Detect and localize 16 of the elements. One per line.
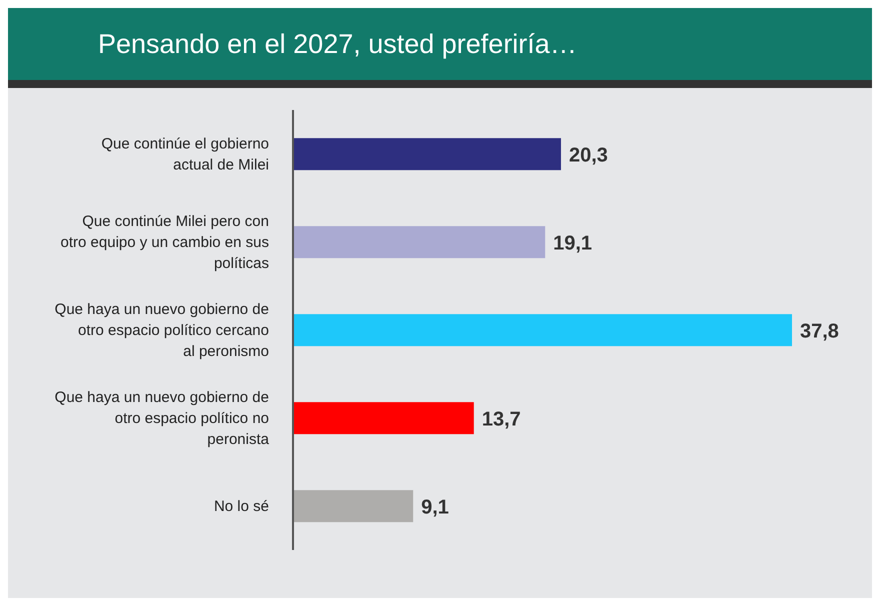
y-tick-label: Que haya un nuevo gobierno de otro espacio político cercano al peronismo [54,300,269,360]
data-label: 20,3 [568,144,608,166]
y-tick-label: No lo sé [214,498,269,514]
y-tick-label: Que haya un nuevo gobierno de otro espacio político no peronista [54,388,270,448]
y-tick-label: Que continúe el gobierno actual de Milei [101,135,269,173]
bar [293,138,561,170]
bar [293,490,414,522]
data-label: 13,7 [482,408,521,430]
data-label: 9,1 [421,496,449,518]
chart-title: Pensando en el 2027, usted preferiría… [98,28,577,60]
bar [293,226,546,258]
data-label: 37,8 [800,320,839,342]
y-tick-label: Que continúe Milei pero con otro equipo y un cambio en sus políticas [60,212,269,272]
bar [293,402,474,434]
bar [293,314,792,346]
data-label: 19,1 [553,232,592,254]
